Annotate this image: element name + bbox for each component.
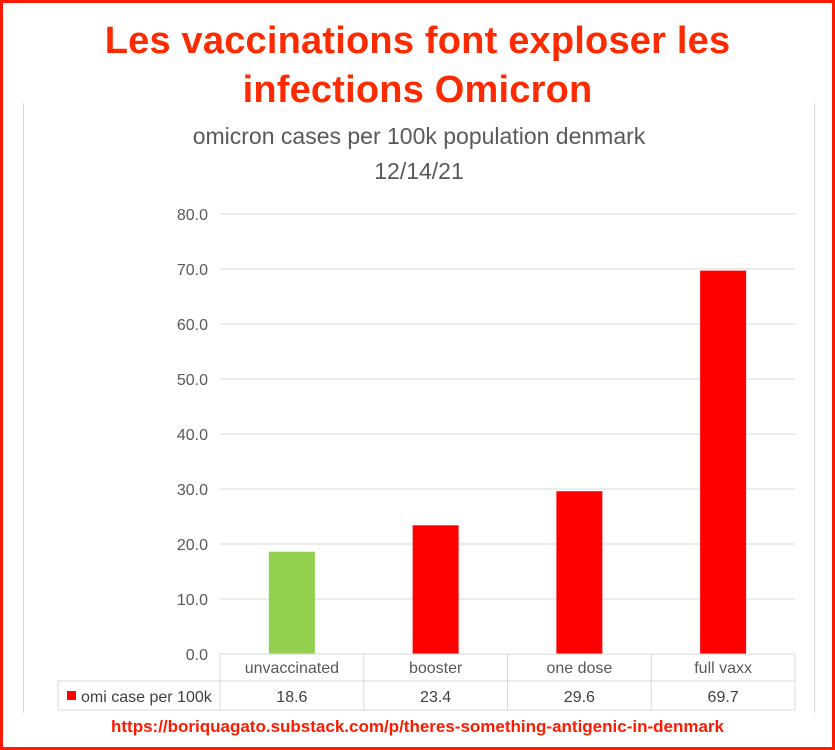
- y-tick-label: 80.0: [177, 207, 208, 224]
- y-tick-label: 60.0: [177, 317, 208, 334]
- y-tick-label: 70.0: [177, 262, 208, 279]
- legend-label: omi case per 100k: [81, 689, 213, 706]
- data-table-value: 69.7: [708, 689, 739, 706]
- headline: Les vaccinations font exploser les infec…: [3, 17, 832, 115]
- headline-line-1: Les vaccinations font exploser les: [104, 20, 731, 62]
- data-table-value: 29.6: [564, 689, 595, 706]
- data-table-value: 23.4: [420, 689, 451, 706]
- data-table-value: 18.6: [276, 689, 307, 706]
- headline-line-2: infections Omicron: [242, 69, 593, 111]
- chart-title: omicron cases per 100k population denmar…: [193, 123, 646, 149]
- x-category-label: unvaccinated: [245, 660, 339, 677]
- chart-subtitle: 12/14/21: [374, 158, 464, 184]
- bar-full-vaxx: [700, 270, 747, 654]
- y-tick-label: 30.0: [177, 482, 208, 499]
- bar-booster: [412, 525, 459, 654]
- bar-unvaccinated: [268, 551, 315, 654]
- y-tick-label: 50.0: [177, 372, 208, 389]
- source-url: https://boriquagato.substack.com/p/there…: [110, 717, 724, 736]
- chart-container: omicron cases per 100k population denmar…: [23, 103, 815, 713]
- legend-swatch: [67, 691, 76, 700]
- bar-one-dose: [556, 491, 603, 654]
- y-tick-label: 40.0: [177, 427, 208, 444]
- y-tick-label: 10.0: [177, 592, 208, 609]
- y-tick-label: 20.0: [177, 537, 208, 554]
- x-category-label: booster: [409, 660, 463, 677]
- bar-chart: omicron cases per 100k population denmar…: [57, 123, 796, 711]
- x-category-label: one dose: [546, 660, 612, 677]
- y-tick-label: 0.0: [186, 647, 208, 664]
- x-category-label: full vaxx: [694, 660, 752, 677]
